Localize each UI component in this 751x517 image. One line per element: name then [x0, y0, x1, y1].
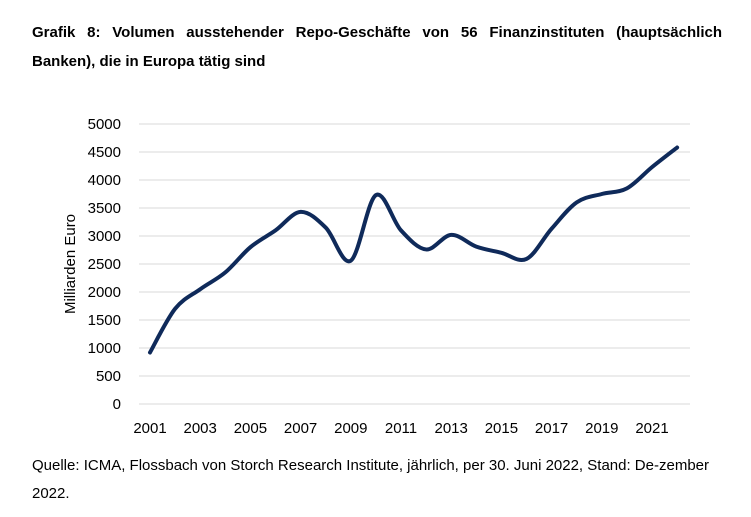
y-tick-label: 5000: [88, 116, 121, 133]
x-tick-label: 2001: [133, 420, 166, 437]
y-axis-label: Milliarden Euro: [62, 214, 79, 314]
x-tick-label: 2013: [435, 420, 468, 437]
y-tick-label: 2000: [88, 284, 121, 301]
x-tick-label: 2007: [284, 420, 317, 437]
y-axis-ticks: 0 500 1000 1500 2000 2500 3000 3500 4000 4500 5000: [88, 116, 121, 413]
y-tick-label: 3500: [88, 200, 121, 217]
y-tick-label: 4000: [88, 172, 121, 189]
series-line: [148, 145, 680, 355]
x-tick-label: 2021: [635, 420, 668, 437]
x-tick-label: 2015: [485, 420, 518, 437]
y-tick-label: 1000: [88, 340, 121, 357]
source-note: Quelle: ICMA, Flossbach von Storch Resea…: [32, 457, 709, 502]
y-tick-label: 1500: [88, 312, 121, 329]
chart-title: Grafik 8: Volumen ausstehender Repo-Gesc…: [32, 24, 722, 70]
x-axis-ticks: 2001 2003 2005 2007 2009 2011 2013 2015 2017 2019…: [133, 420, 668, 437]
x-tick-label: 2011: [385, 420, 417, 437]
y-tick-label: 500: [96, 368, 121, 385]
data-points: [149, 147, 678, 353]
y-tick-label: 2500: [88, 256, 121, 273]
line-chart: 0 500 1000 1500 2000 2500 3000 3500 4000 4500 5000…: [62, 116, 690, 437]
x-tick-label: 2019: [585, 420, 618, 437]
gridlines: [139, 123, 690, 377]
x-tick-label: 2009: [334, 420, 367, 437]
y-tick-label: 0: [113, 396, 121, 413]
y-tick-label: 4500: [88, 144, 121, 161]
x-tick-label: 2017: [535, 420, 568, 437]
x-tick-label: 2003: [184, 420, 217, 437]
y-tick-label: 3000: [88, 228, 121, 245]
x-tick-label: 2005: [234, 420, 267, 437]
